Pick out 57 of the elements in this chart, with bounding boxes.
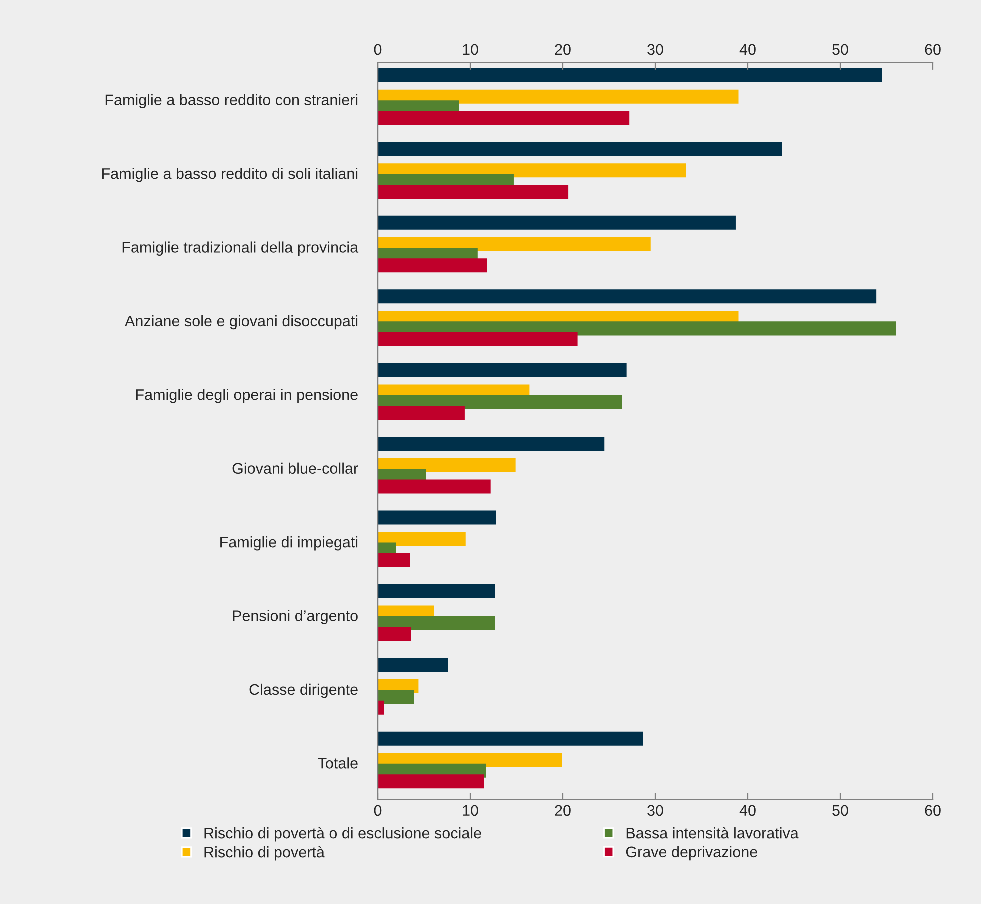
y-tick-label: Famiglie di impiegati bbox=[220, 536, 358, 551]
legend-label: Bassa intensità lavorativa bbox=[626, 827, 799, 839]
bar bbox=[378, 532, 466, 546]
bar bbox=[378, 553, 410, 568]
y-tick-label: Classe dirigente bbox=[250, 684, 358, 698]
bar bbox=[378, 184, 569, 199]
bar bbox=[378, 458, 516, 472]
x2-tick-label: 60 bbox=[925, 44, 941, 56]
bar bbox=[378, 616, 496, 630]
x2-tick-label: 0 bbox=[374, 44, 382, 56]
y-tick-label: Famiglie a basso reddito con stranieri bbox=[106, 94, 358, 109]
bar bbox=[378, 732, 644, 746]
legend-label: Rischio di povertà o di esclusione sociale bbox=[204, 827, 482, 842]
bar bbox=[378, 774, 484, 789]
x2-tick-label: 40 bbox=[740, 44, 756, 56]
x-tick-label: 30 bbox=[648, 805, 664, 816]
y-tick-label: Famiglie tradizionali della provincia bbox=[122, 242, 359, 256]
legend-label: Grave deprivazione bbox=[626, 846, 758, 861]
bar bbox=[378, 584, 496, 598]
x-tick-label: 50 bbox=[832, 805, 848, 816]
y-tick-label: Famiglie a basso reddito di soli italiani bbox=[102, 168, 358, 182]
bar bbox=[378, 258, 488, 273]
bar bbox=[378, 480, 491, 494]
bar bbox=[378, 510, 496, 525]
x2-tick-label: 10 bbox=[463, 44, 478, 56]
bar bbox=[378, 216, 736, 230]
bar bbox=[378, 68, 882, 83]
y-tick-label: Totale bbox=[318, 758, 358, 769]
bar bbox=[378, 363, 627, 378]
y-tick-label: Pensioni d’argento bbox=[233, 610, 358, 624]
bar bbox=[378, 690, 414, 704]
bar bbox=[378, 437, 605, 452]
x-tick-label: 20 bbox=[555, 805, 571, 816]
bar bbox=[378, 142, 782, 156]
x2-tick-label: 20 bbox=[555, 44, 571, 56]
legend-label: Rischio di povertà bbox=[204, 846, 325, 861]
bar bbox=[378, 90, 739, 104]
bar bbox=[378, 700, 384, 715]
bar bbox=[378, 658, 448, 672]
y-tick-label: Famiglie degli operai in pensione bbox=[136, 389, 358, 404]
x2-tick-label: 30 bbox=[648, 44, 664, 56]
bar bbox=[378, 627, 412, 642]
bar bbox=[378, 322, 896, 336]
x-tick-label: 10 bbox=[463, 805, 478, 816]
x2-tick-label: 50 bbox=[832, 44, 848, 56]
bar bbox=[378, 290, 877, 304]
bar bbox=[378, 164, 686, 178]
x-tick-label: 40 bbox=[740, 805, 756, 816]
y-tick-label: Anziane sole e giovani disoccupati bbox=[125, 315, 358, 330]
bar bbox=[378, 406, 465, 420]
bar bbox=[378, 237, 651, 252]
y-tick-label: Giovani blue-collar bbox=[232, 462, 358, 474]
x-tick-label: 60 bbox=[925, 805, 941, 816]
x-tick-label: 0 bbox=[374, 805, 382, 816]
bar bbox=[378, 332, 578, 346]
bar bbox=[378, 395, 622, 410]
bar bbox=[378, 111, 630, 126]
